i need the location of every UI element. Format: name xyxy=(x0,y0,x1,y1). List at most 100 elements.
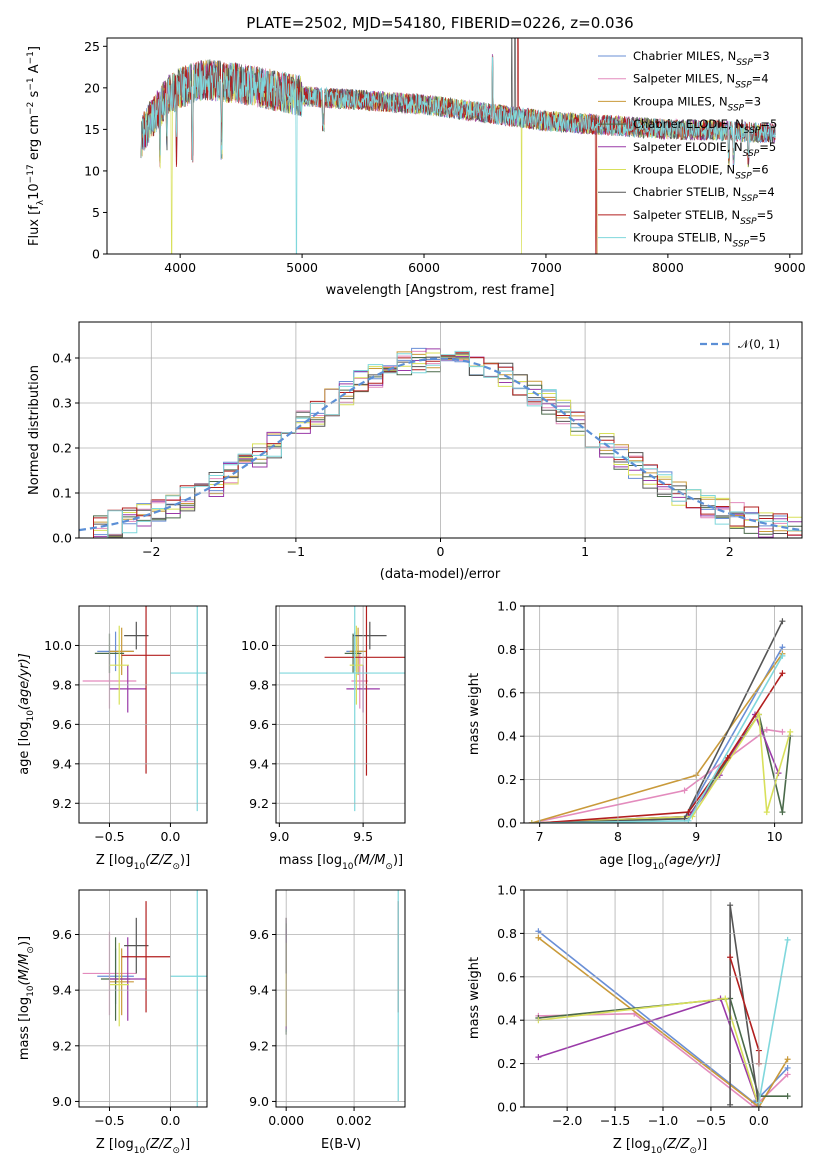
y-axis-label: mass [log10(M/M⊙)] xyxy=(17,936,36,1060)
y-tick-label: 9.6 xyxy=(52,717,72,732)
y-tick-label: 9.6 xyxy=(249,927,269,942)
legend-entry: Salpeter ELODIE, NSSP=5 xyxy=(633,140,776,159)
data-point xyxy=(351,653,369,709)
data-point xyxy=(170,606,207,812)
y-tick-label: 0.6 xyxy=(497,969,517,984)
data-point xyxy=(353,621,387,650)
y-axis-label: Flux [fλ10−17 erg cm−2 s−1 A−1] xyxy=(26,46,46,246)
y-axis-label: Normed distribution xyxy=(27,365,42,495)
y-tick-label: 10.0 xyxy=(44,638,72,653)
axes-frame xyxy=(523,605,803,824)
plot-area xyxy=(524,606,802,823)
series-marker xyxy=(727,902,734,909)
series-line xyxy=(537,937,789,1107)
axes-mass-vs-ebv: 0.000 0.002 9.0 9.2 9.4 9.6 E(B-V) xyxy=(249,889,406,1152)
y-axis-label: mass weight xyxy=(467,673,482,755)
y-tick-label: 9.4 xyxy=(249,756,269,771)
axes-residuals: −2 −1 0 1 2 0.0 0.1 0.2 0.3 0.4 (data-model)/error… xyxy=(27,321,803,582)
data-point xyxy=(109,948,134,1016)
series-line xyxy=(539,712,792,823)
legend-entry: Chabrier STELIB, NSSP=4 xyxy=(633,185,775,204)
x-tick-label: 9000 xyxy=(774,260,806,275)
y-tick-label: 0.1 xyxy=(52,486,72,501)
x-tick-label: 5000 xyxy=(286,260,318,275)
x-tick-label: 9.5 xyxy=(353,829,373,844)
x-tick-label: −0.5 xyxy=(94,1113,124,1128)
x-tick-label: 10 xyxy=(767,829,783,844)
y-tick-label: 0.2 xyxy=(52,441,72,456)
plot-area xyxy=(79,890,207,1107)
series-marker xyxy=(763,726,770,733)
data-point xyxy=(121,901,171,1013)
axes-weight-vs-Z: −2.0 −1.5 −1.0 −0.5 0.0 0.0 0.2 0.4 0.6 0.8 1.0 Z [… xyxy=(467,883,803,1156)
figure-title: PLATE=2502, MJD=54180, FIBERID=0226, z=0… xyxy=(246,14,633,32)
x-tick-label: 1 xyxy=(581,544,589,559)
x-tick-label: 0.000 xyxy=(268,1113,304,1128)
data-point xyxy=(344,633,362,674)
series-marker xyxy=(779,618,786,625)
series-marker xyxy=(681,787,688,794)
x-tick-label: 2 xyxy=(726,544,734,559)
legend-entry: Salpeter STELIB, NSSP=5 xyxy=(633,208,774,227)
x-tick-label: −1.0 xyxy=(648,1113,678,1128)
series-marker xyxy=(784,936,791,943)
legend-entry: Chabrier MILES, NSSP=3 xyxy=(633,49,770,68)
y-tick-label: 9.2 xyxy=(249,796,269,811)
y-tick-label: 0.4 xyxy=(52,351,72,366)
x-axis-label: wavelength [Angstrom, rest frame] xyxy=(326,283,555,298)
y-tick-label: 9.0 xyxy=(52,1094,72,1109)
series-marker xyxy=(535,1054,542,1061)
axes-frame xyxy=(78,605,208,824)
series-marker xyxy=(784,1071,791,1078)
y-tick-label: 15 xyxy=(84,122,100,137)
x-tick-label: 7000 xyxy=(530,260,562,275)
data-point xyxy=(170,890,207,1107)
y-tick-label: 25 xyxy=(84,39,100,54)
y-tick-label: 9.6 xyxy=(52,927,72,942)
y-tick-label: 9.4 xyxy=(52,756,72,771)
legend-entry: Kroupa ELODIE, NSSP=6 xyxy=(633,163,769,182)
series-marker xyxy=(763,809,770,816)
data-point xyxy=(109,942,129,1027)
y-tick-label: 9.8 xyxy=(249,677,269,692)
plot-area xyxy=(276,890,405,1107)
series-marker xyxy=(722,995,729,1002)
x-tick-label: −0.5 xyxy=(696,1113,726,1128)
series-line xyxy=(531,712,780,823)
series-marker xyxy=(779,728,786,735)
x-axis-label: Z [log10(Z/Z⊙)] xyxy=(96,1137,190,1156)
y-axis-label: age [log10(age/yr)] xyxy=(17,653,36,775)
y-tick-label: 0.3 xyxy=(52,396,72,411)
axes-age-vs-Z: −0.5 0.0 9.2 9.4 9.6 9.8 10.0 Z [log10(Z/Z⊙)] ag… xyxy=(17,605,208,872)
legend-entry: Salpeter MILES, NSSP=4 xyxy=(633,72,769,91)
plot-area xyxy=(524,890,802,1107)
x-axis-label: E(B-V) xyxy=(321,1137,361,1152)
series-line xyxy=(531,712,792,823)
legend: Chabrier MILES, NSSP=3 Salpeter MILES, NS… xyxy=(598,49,777,250)
series-line xyxy=(531,653,784,823)
axes-weight-vs-age: 7 8 9 10 0.0 0.2 0.4 0.6 0.8 1.0 age [log10(age/yr… xyxy=(467,599,803,872)
x-tick-label: 7 xyxy=(536,829,544,844)
x-axis-label: Z [log10(Z/Z⊙)] xyxy=(96,853,190,872)
data-point xyxy=(124,621,149,650)
y-tick-label: 0 xyxy=(92,247,100,262)
axes-frame xyxy=(275,889,406,1108)
y-tick-label: 0.0 xyxy=(52,531,72,546)
series-marker xyxy=(685,809,692,816)
y-tick-label: 20 xyxy=(84,80,100,95)
y-tick-label: 0.2 xyxy=(497,772,517,787)
axes-frame xyxy=(106,37,803,255)
x-axis-label: age [log10(age/yr)] xyxy=(599,853,721,872)
series-marker xyxy=(755,711,762,718)
series-line xyxy=(531,728,783,823)
axes-frame xyxy=(275,605,406,824)
y-tick-label: 1.0 xyxy=(497,599,517,614)
series-marker xyxy=(751,1104,758,1107)
plot-area xyxy=(79,322,802,538)
x-tick-label: 0.0 xyxy=(160,829,180,844)
y-tick-label: 0.0 xyxy=(497,816,517,831)
series-line xyxy=(539,620,784,823)
legend-entry: 𝒩(0, 1) xyxy=(738,337,780,351)
data-point xyxy=(109,627,134,676)
